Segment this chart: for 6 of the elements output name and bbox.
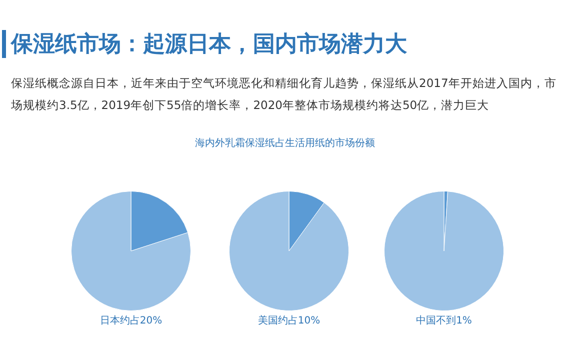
text: 保湿纸市场：起源日本，国内市场潜力大	[11, 30, 407, 59]
text: 美国约占10%	[258, 314, 320, 327]
text: 日本约占20%	[100, 314, 162, 327]
text: 海内外乳霜保湿纸占生活用纸的市场份额	[194, 136, 376, 150]
text: 保湿纸概念源自日本，近年来由于空气环境恶化和精细化育儿趋势，保湿纸从2017年开始进入国内，市场规模约3.5亿，2019年创下55倍的增长率，2020年整体市场规模约将达50亿，潜力巨大	[11, 75, 558, 114]
text: 中国不到1%	[416, 314, 472, 327]
